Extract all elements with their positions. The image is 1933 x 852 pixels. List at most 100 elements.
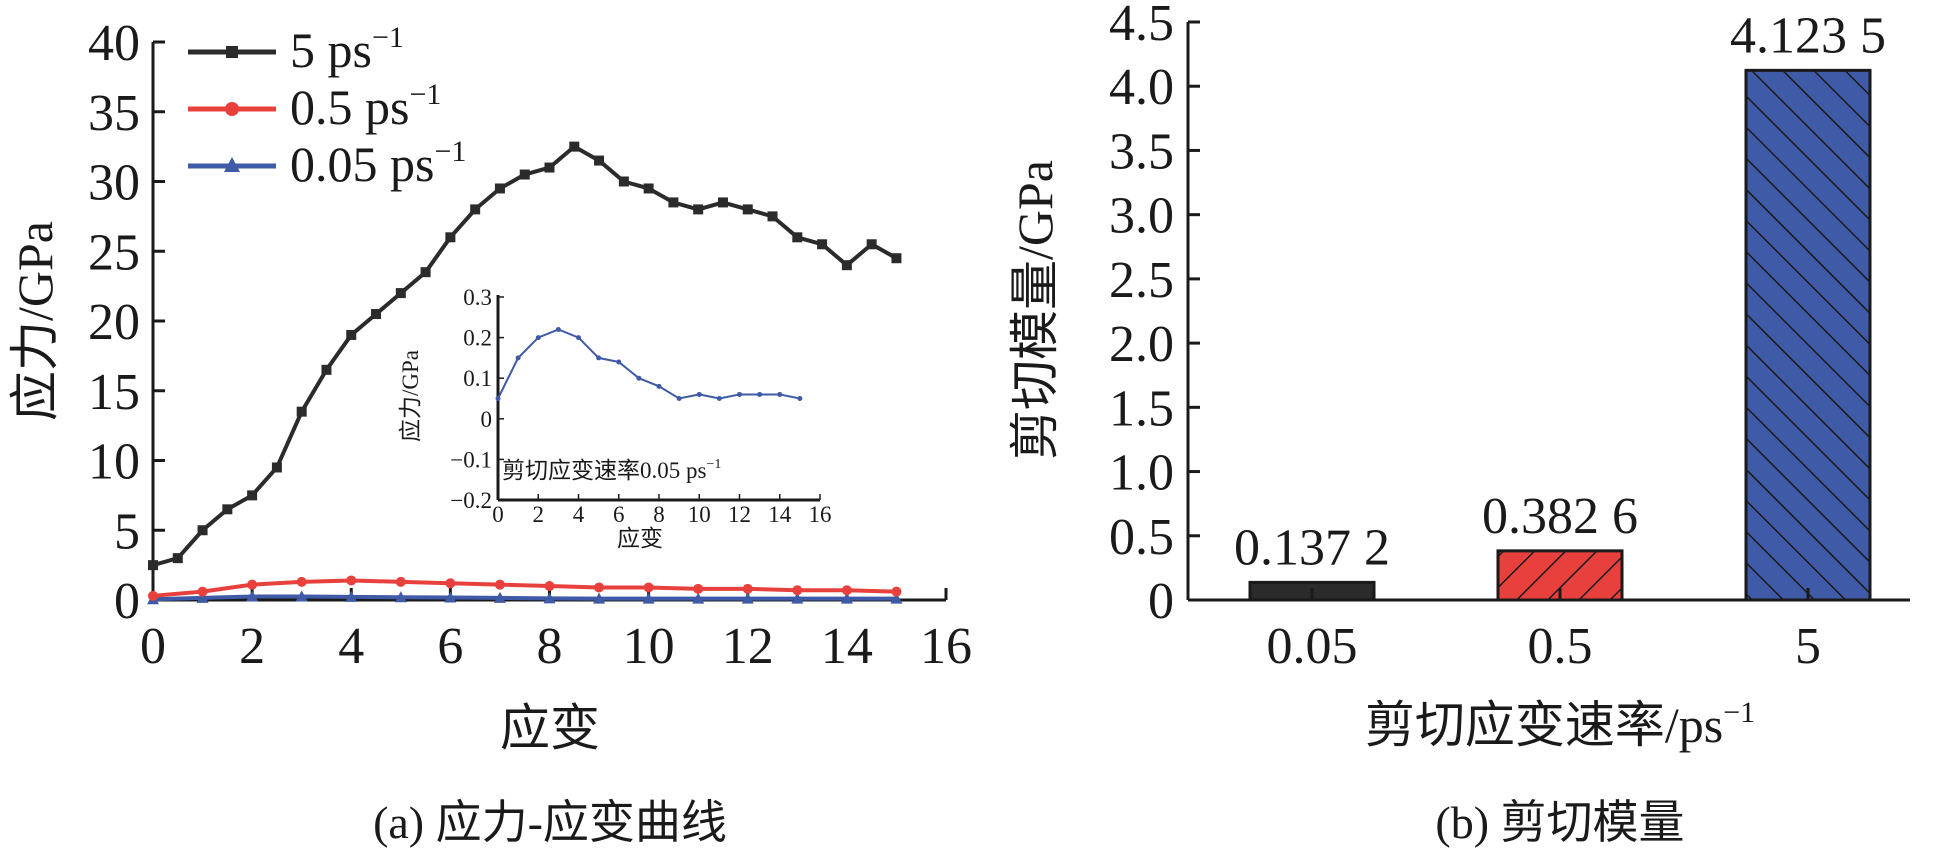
inset-x-tick-label: 12 bbox=[728, 502, 751, 527]
right-y-ticks: 0 0.5 1.0 1.5 2.0 2.5 3.0 3.5 4.0 4.5 bbox=[1109, 0, 1200, 630]
inset-data-point bbox=[616, 359, 622, 365]
inset-x-axis-label: 应变 bbox=[617, 526, 663, 551]
inset-y-tick-label: −0.2 bbox=[450, 488, 492, 513]
data-point bbox=[692, 592, 705, 604]
left-y-ticks: 0 5 10 15 20 25 30 35 40 bbox=[88, 15, 165, 630]
left-x-tick-label: 0 bbox=[140, 618, 166, 675]
left-y-tick-label: 35 bbox=[88, 85, 140, 142]
data-point bbox=[470, 204, 481, 215]
data-point bbox=[792, 585, 803, 596]
bar-group: 0.137 2 0.05 0.382 6 0.5 4.123 5 5 bbox=[1234, 7, 1886, 675]
data-point bbox=[445, 232, 456, 243]
legend-entry-0.5: 0.5 ps−1 bbox=[188, 78, 441, 135]
data-point bbox=[172, 553, 183, 564]
right-y-tick-label: 0.5 bbox=[1109, 509, 1174, 566]
data-point bbox=[444, 591, 457, 603]
data-point bbox=[841, 260, 852, 271]
data-point bbox=[493, 591, 506, 603]
right-y-tick-label: 4.0 bbox=[1109, 59, 1174, 116]
inset-data-point bbox=[716, 396, 722, 401]
data-point bbox=[494, 579, 505, 590]
data-point bbox=[395, 576, 406, 587]
left-y-tick-label: 20 bbox=[88, 294, 140, 351]
data-point bbox=[643, 183, 654, 194]
right-y-tick-label: 3.5 bbox=[1109, 123, 1174, 180]
inset-x-tick-label: 14 bbox=[768, 502, 792, 527]
inset-data-point bbox=[676, 396, 682, 401]
data-point bbox=[741, 592, 754, 604]
data-point bbox=[395, 288, 406, 299]
data-point bbox=[569, 141, 580, 152]
data-point bbox=[767, 211, 778, 222]
inset-data-point bbox=[636, 375, 642, 381]
data-point bbox=[222, 504, 233, 515]
data-point bbox=[321, 364, 332, 375]
right-y-tick-label: 4.5 bbox=[1109, 0, 1174, 52]
legend-label-0.05: 0.05 ps−1 bbox=[290, 135, 466, 192]
data-point bbox=[148, 560, 158, 571]
inset-data-point bbox=[596, 355, 602, 361]
bar-value-label: 0.382 6 bbox=[1482, 488, 1638, 545]
data-point bbox=[271, 462, 282, 473]
right-y-tick-label: 0 bbox=[1148, 573, 1174, 630]
inset-x-tick-label: 6 bbox=[613, 502, 625, 527]
inset-data-point bbox=[495, 396, 501, 401]
data-point bbox=[693, 583, 704, 594]
left-series-group bbox=[147, 141, 903, 605]
right-y-tick-label: 2.0 bbox=[1109, 316, 1174, 373]
left-x-tick-label: 6 bbox=[437, 618, 463, 675]
data-point bbox=[543, 592, 556, 604]
bar-value-label: 0.137 2 bbox=[1234, 519, 1390, 576]
left-x-tick-label: 10 bbox=[623, 618, 675, 675]
series-line bbox=[152, 594, 897, 602]
inset-data-point bbox=[535, 335, 541, 341]
inset-x-tick-label: 10 bbox=[688, 502, 711, 527]
data-point bbox=[371, 309, 382, 320]
inset-x-tick-label: 16 bbox=[809, 502, 832, 527]
data-point bbox=[246, 590, 259, 602]
data-point bbox=[295, 590, 308, 602]
data-point bbox=[196, 591, 209, 603]
inset-series-group bbox=[495, 326, 803, 401]
data-point bbox=[594, 155, 605, 166]
data-point bbox=[247, 579, 258, 590]
data-point bbox=[643, 582, 654, 593]
data-point bbox=[544, 581, 555, 592]
left-y-axis-label: 应力/GPa bbox=[7, 221, 63, 421]
left-y-tick-label: 30 bbox=[88, 155, 140, 212]
data-point bbox=[594, 582, 605, 593]
left-x-tick-label: 16 bbox=[920, 618, 972, 675]
data-point bbox=[296, 576, 307, 587]
data-point bbox=[296, 406, 307, 417]
right-x-tick-label: 0.05 bbox=[1267, 618, 1358, 675]
inset-annotation: 剪切应变速率0.05 ps−1 bbox=[502, 457, 721, 483]
inset-data-point bbox=[576, 335, 581, 341]
left-y-tick-label: 25 bbox=[88, 224, 140, 281]
inset-y-tick-label: 0.1 bbox=[463, 366, 492, 391]
right-x-tick-label: 5 bbox=[1795, 618, 1821, 675]
left-x-tick-label: 4 bbox=[338, 618, 364, 675]
right-caption: (b) 剪切模量 bbox=[1435, 797, 1684, 848]
right-y-tick-label: 1.5 bbox=[1109, 380, 1174, 437]
legend-entry-0.05: 0.05 ps−1 bbox=[188, 135, 466, 192]
inset-data-point bbox=[656, 383, 662, 389]
data-point bbox=[717, 197, 728, 208]
legend-label-5: 5 ps−1 bbox=[290, 21, 404, 78]
inset-y-tick-label: −0.1 bbox=[450, 447, 492, 472]
left-x-tick-label: 14 bbox=[821, 618, 873, 675]
data-point bbox=[742, 204, 753, 215]
legend-marker-0.5 bbox=[225, 102, 239, 116]
data-point bbox=[346, 575, 357, 586]
data-point bbox=[841, 585, 852, 596]
legend: 5 ps−1 0.5 ps−1 0.05 ps−1 bbox=[188, 21, 466, 192]
data-point bbox=[394, 591, 407, 603]
data-point bbox=[791, 592, 804, 604]
series-line bbox=[152, 578, 897, 598]
data-point bbox=[420, 267, 431, 278]
inset-series-line bbox=[497, 328, 801, 400]
data-point bbox=[890, 592, 903, 604]
right-y-axis-label: 剪切模量/GPa bbox=[1007, 160, 1063, 460]
left-x-tick-label: 2 bbox=[239, 618, 265, 675]
bar bbox=[1744, 68, 1872, 602]
